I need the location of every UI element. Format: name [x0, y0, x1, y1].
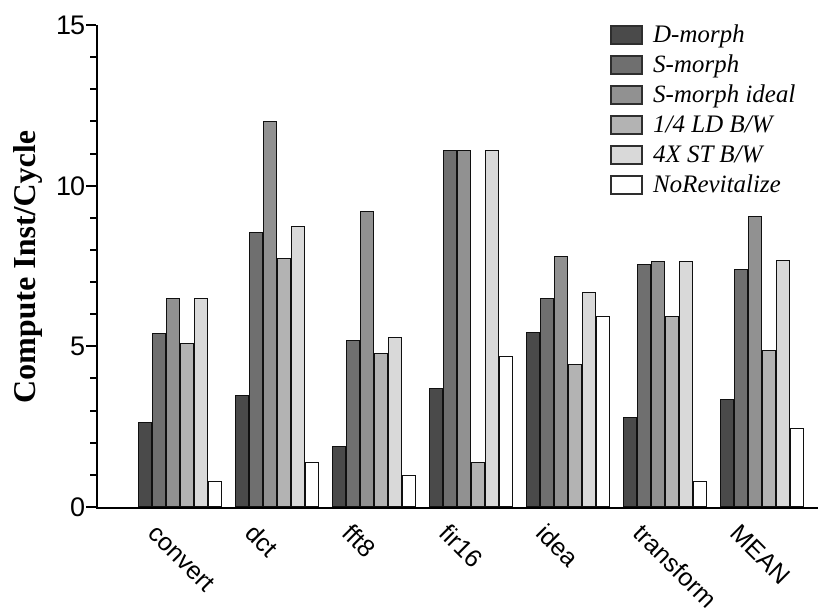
legend-swatch — [610, 55, 643, 75]
x-category-label: fir16 — [433, 519, 488, 574]
bar — [152, 333, 166, 507]
bar — [651, 261, 665, 507]
y-minor-tick — [90, 473, 96, 476]
bar — [623, 417, 637, 507]
bar — [249, 232, 263, 507]
bar — [235, 395, 249, 507]
legend-swatch — [610, 85, 643, 105]
y-tick-label: 0 — [69, 492, 85, 522]
y-minor-tick — [90, 216, 96, 219]
bar — [485, 150, 499, 507]
bar — [776, 260, 790, 507]
legend-row: D-morph — [610, 20, 795, 50]
x-category-label: MEAN — [724, 519, 796, 590]
bar — [582, 292, 596, 507]
bar — [263, 121, 277, 507]
y-tick-label: 10 — [55, 170, 85, 201]
legend-swatch — [610, 25, 643, 45]
y-tick-label: 5 — [69, 331, 85, 362]
y-minor-tick — [90, 377, 96, 380]
bar — [596, 316, 610, 507]
y-major-tick — [86, 184, 96, 187]
legend-label: S-morph ideal — [653, 81, 796, 108]
legend-label: D-morph — [653, 21, 745, 48]
bar — [346, 340, 360, 507]
legend-row: NoRevitalize — [610, 170, 795, 200]
legend-swatch — [610, 145, 643, 165]
bar — [402, 475, 416, 507]
y-minor-tick — [90, 152, 96, 155]
x-category-label: idea — [530, 519, 584, 573]
bar — [208, 481, 222, 507]
bar — [720, 399, 734, 507]
bar — [388, 337, 402, 507]
bar — [138, 422, 152, 507]
bar — [540, 298, 554, 507]
bar — [693, 481, 707, 507]
bar — [762, 350, 776, 507]
bar — [554, 256, 568, 507]
legend-label: NoRevitalize — [653, 171, 781, 198]
legend-label: 4X ST B/W — [653, 141, 763, 168]
legend: D-morph S-morph S-morph ideal 1/4 LD B/W 4X … — [610, 20, 795, 200]
y-tick-label: 15 — [55, 10, 85, 40]
bar — [637, 264, 651, 507]
bar — [471, 462, 485, 507]
y-minor-tick — [90, 281, 96, 284]
y-axis-title: Compute Inst/Cycle — [0, 25, 52, 507]
x-category-label: fft8 — [336, 519, 381, 564]
bar — [734, 269, 748, 507]
legend-label: S-morph — [653, 51, 740, 78]
bar — [748, 216, 762, 507]
bar — [374, 353, 388, 507]
bar — [679, 261, 693, 507]
x-category-label: convert — [142, 519, 220, 597]
bar — [291, 226, 305, 507]
bar — [305, 462, 319, 507]
legend-row: 4X ST B/W — [610, 140, 795, 170]
bar — [166, 298, 180, 507]
legend-row: S-morph — [610, 50, 795, 80]
bar — [429, 388, 443, 507]
bar — [360, 211, 374, 507]
bar — [277, 258, 291, 507]
bar — [568, 364, 582, 507]
legend-row: S-morph ideal — [610, 80, 795, 110]
y-major-tick — [86, 345, 96, 348]
y-minor-tick — [90, 120, 96, 123]
y-minor-tick — [90, 409, 96, 412]
y-minor-tick — [90, 248, 96, 251]
y-minor-tick — [90, 56, 96, 59]
legend-row: 1/4 LD B/W — [610, 110, 795, 140]
plot-area — [86, 24, 818, 509]
y-minor-tick — [90, 88, 96, 91]
bar — [332, 446, 346, 507]
y-minor-tick — [90, 313, 96, 316]
y-major-tick — [86, 24, 96, 26]
legend-label: 1/4 LD B/W — [653, 111, 773, 138]
y-minor-tick — [90, 441, 96, 444]
x-category-label: transform — [627, 519, 722, 614]
y-major-tick — [86, 506, 96, 508]
bar — [457, 150, 471, 507]
bar — [499, 356, 513, 507]
legend-swatch — [610, 115, 643, 135]
bar — [665, 316, 679, 507]
bar — [526, 332, 540, 507]
bar — [443, 150, 457, 507]
legend-swatch — [610, 175, 643, 195]
bar — [194, 298, 208, 507]
bar — [790, 428, 804, 507]
x-category-label: dct — [239, 519, 283, 563]
bar — [180, 343, 194, 507]
